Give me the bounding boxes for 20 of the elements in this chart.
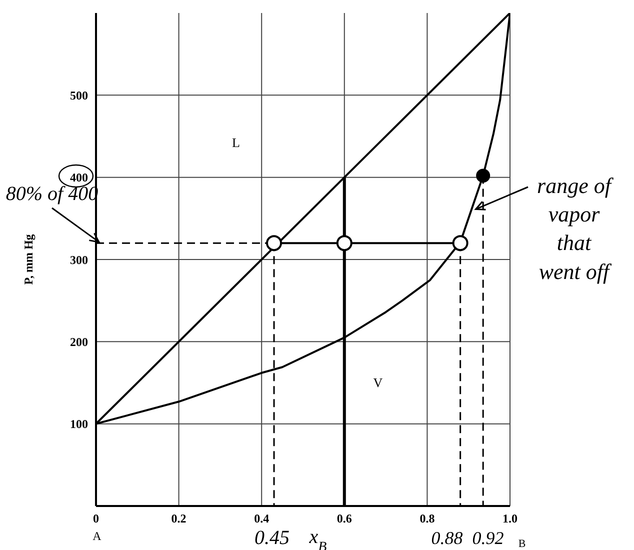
text: A [92, 529, 102, 543]
x-tick-label: 1.0 [502, 512, 518, 526]
y-tick-label: 200 [70, 334, 88, 349]
x-tick-label: 0 [93, 512, 99, 526]
y-tick-label: 100 [70, 417, 88, 432]
text: 0.45 [254, 527, 290, 549]
y-tick-label: 400 [70, 170, 88, 185]
y-tick-label: 500 [70, 88, 88, 102]
x-tick-label: 0.8 [420, 512, 435, 526]
x-tick-label: 0.4 [254, 512, 270, 526]
text: 0.88 [431, 528, 463, 548]
annotation: L [232, 135, 240, 150]
x-tick-label: 0.2 [171, 512, 186, 526]
annotation: range of vapor that went off [537, 173, 614, 284]
annotation: V [373, 375, 384, 390]
x-tick-label: 0.6 [336, 512, 352, 526]
y-tick-label: 300 [70, 252, 88, 267]
text: B [518, 538, 526, 550]
y-axis-title: P, mm Hg [21, 234, 36, 285]
text: 0.92 [472, 528, 504, 548]
